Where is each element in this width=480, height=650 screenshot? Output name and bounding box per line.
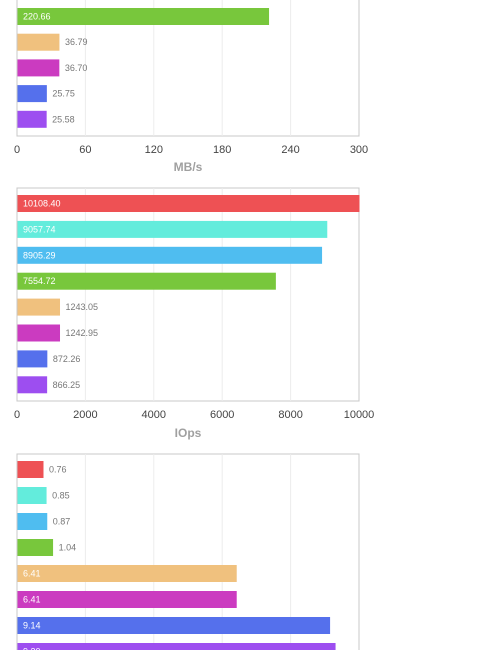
bar-value-label: 866.25	[53, 380, 81, 390]
bar-value-label: 9057.74	[23, 224, 56, 234]
bar	[17, 59, 60, 77]
bar-value-label: 6.41	[23, 595, 41, 605]
bar-value-label: 10108.40	[23, 199, 61, 209]
bar	[17, 324, 61, 342]
bar	[17, 85, 47, 103]
bar-value-label: 1.04	[59, 543, 77, 553]
bar	[17, 298, 61, 316]
x-tick-label: 180	[213, 144, 231, 156]
bar	[17, 487, 47, 504]
bar-value-label: 6.41	[23, 569, 41, 579]
x-tick-label: 120	[145, 144, 163, 156]
bar	[17, 350, 48, 368]
bar-value-label: 0.76	[49, 465, 67, 475]
x-tick-label: 300	[350, 144, 368, 156]
bar-value-label: 36.70	[65, 63, 88, 73]
bar	[17, 33, 60, 51]
bar	[17, 272, 276, 290]
x-tick-label: 6000	[210, 409, 234, 421]
bar-value-label: 220.66	[23, 12, 51, 22]
bar-value-label: 8905.29	[23, 250, 56, 260]
x-tick-label: 2000	[73, 409, 97, 421]
bar-value-label: 1242.95	[66, 328, 99, 338]
bar	[17, 643, 336, 650]
x-tick-label: 60	[79, 144, 91, 156]
iops-chart: 10108.40 9057.74 8905.29 7554.72 1243.05 1242…	[14, 187, 375, 440]
bar-value-label: 9.30	[23, 647, 41, 650]
bar-value-label: 36.79	[65, 37, 88, 47]
bar	[17, 513, 48, 530]
bar-value-label: 25.75	[52, 89, 75, 99]
plot-frame	[16, 0, 360, 137]
x-tick-label: 240	[281, 144, 299, 156]
bar	[17, 246, 323, 264]
x-tick-label: 4000	[142, 409, 166, 421]
bar	[17, 8, 270, 25]
bar-value-label: 9.14	[23, 621, 41, 631]
x-axis-title: MB/s	[174, 160, 203, 174]
x-axis-title: IOps	[175, 426, 202, 440]
bar	[17, 617, 331, 634]
bar	[17, 195, 360, 212]
x-tick-label: 8000	[278, 409, 302, 421]
bar	[17, 220, 328, 238]
x-tick-label: 0	[14, 409, 20, 421]
bar-value-label: 0.87	[53, 517, 71, 527]
bar	[17, 461, 44, 478]
bar-value-label: 0.85	[52, 491, 70, 501]
x-tick-label: 10000	[344, 409, 375, 421]
latency-chart: 0.76 0.85 0.87 1.04 6.41 6.41 9.14 9.30	[16, 453, 360, 650]
bar	[17, 376, 48, 394]
bar	[17, 110, 47, 128]
bar	[17, 591, 237, 608]
x-tick-label: 0	[14, 144, 20, 156]
bar-value-label: 1243.05	[66, 302, 99, 312]
plot-frame	[16, 187, 360, 402]
throughput-chart: 220.66 36.79 36.70 25.75 25.58 0 60 120 180 240 30…	[14, 0, 368, 174]
plot-frame	[16, 453, 360, 650]
bar-value-label: 872.26	[53, 354, 81, 364]
bar	[17, 565, 237, 582]
bar-value-label: 25.58	[52, 114, 75, 124]
bar-value-label: 7554.72	[23, 276, 56, 286]
bar	[17, 539, 54, 556]
